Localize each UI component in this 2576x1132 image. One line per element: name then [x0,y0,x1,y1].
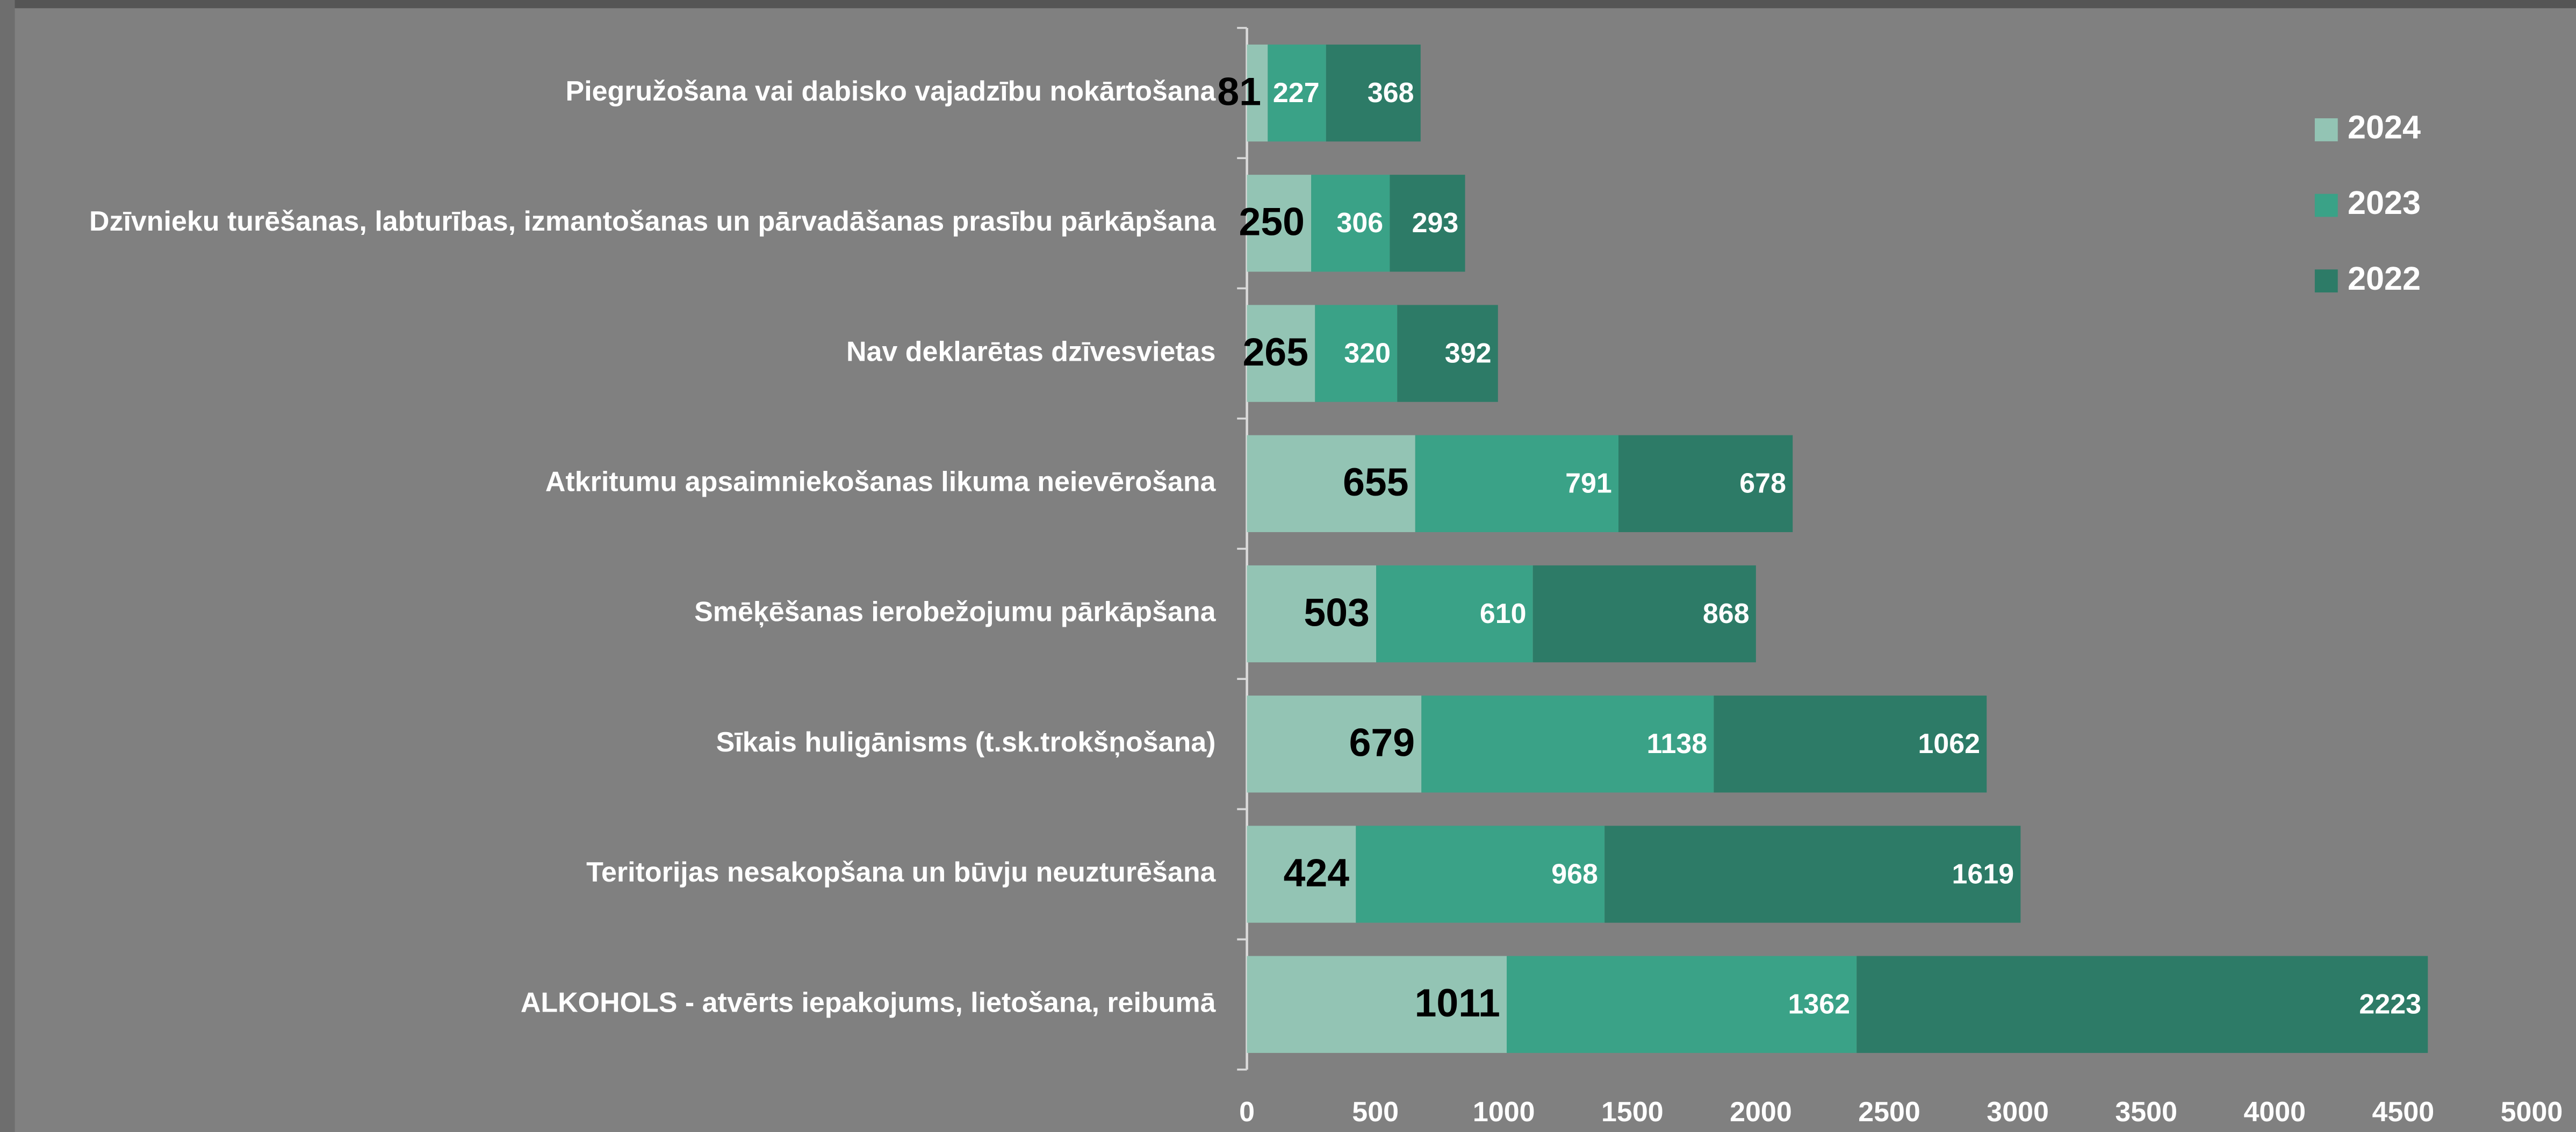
data-label: 1011 [1415,981,1500,1025]
data-label: 610 [1480,598,1527,629]
data-label: 968 [1551,858,1598,890]
data-label: 227 [1273,77,1320,109]
legend-swatch [2314,269,2338,293]
bar-segment [1326,44,1421,142]
data-label: 655 [1343,460,1408,504]
bar-segment [1315,305,1398,402]
bar-segment [1421,696,1714,793]
bar-segment [1604,826,2021,923]
data-label: 1062 [1918,728,1980,760]
left-border [0,0,15,1132]
data-label: 424 [1284,851,1350,895]
data-label: 503 [1304,590,1369,634]
legend-swatch [2314,118,2338,141]
bar-segment [1390,175,1465,272]
legend-swatch [2314,194,2338,217]
data-label: 1138 [1646,728,1707,760]
bar-segment [1247,44,1268,142]
x-tick-label: 5000 [2501,1097,2563,1128]
x-tick-label: 3000 [1987,1097,2049,1128]
data-label: 679 [1349,721,1415,765]
category-label: Atkritumu apsaimniekošanas likuma neievē… [545,467,1217,498]
x-tick-label: 4000 [2243,1097,2306,1128]
data-label: 678 [1739,468,1786,499]
x-tick-label: 0 [1239,1097,1255,1128]
category-label: Nav deklarētas dzīvesvietas [846,336,1215,367]
data-label: 1362 [1788,989,1850,1020]
bar-segment [1247,696,1422,793]
x-tick-label: 1500 [1601,1097,1664,1128]
top-border [0,0,2576,9]
category-label: ALKOHOLS - atvērts iepakojums, lietošana… [521,987,1217,1018]
bar-segment [1247,175,1312,272]
x-tick-label: 500 [1352,1097,1399,1128]
legend-label: 2022 [2348,260,2421,297]
bar-segment [1618,435,1793,532]
bar-segment [1247,826,1356,923]
bar-segment [1247,565,1377,663]
data-label: 392 [1445,338,1492,369]
data-label: 293 [1412,207,1459,239]
bar-segment [1311,175,1390,272]
data-label: 250 [1239,200,1304,244]
data-label: 81 [1217,70,1261,114]
x-tick-label: 4500 [2372,1097,2435,1128]
x-tick-label: 1000 [1473,1097,1535,1128]
category-label: Sīkais huligānisms (t.sk.trokšņošana) [716,727,1216,758]
bar-segment [1376,565,1533,663]
bar-segment [1857,956,2428,1053]
legend-label: 2024 [2348,109,2421,146]
bar-segment [1356,826,1605,923]
data-label: 320 [1344,338,1391,369]
bar-segment [1532,565,1756,663]
data-label: 791 [1565,468,1612,499]
bar-segment [1247,435,1415,532]
x-tick-label: 2000 [1730,1097,1792,1128]
data-label: 306 [1337,207,1384,239]
category-label: Dzīvnieku turēšanas, labturības, izmanto… [89,206,1217,237]
data-label: 1619 [1952,858,2014,890]
bar-segment [1397,305,1498,402]
data-label: 265 [1243,330,1308,374]
bar-segment [1415,435,1619,532]
bar-segment [1507,956,1857,1053]
x-tick-label: 2500 [1858,1097,1920,1128]
bar-segment [1247,305,1315,402]
category-label: Piegružošana vai dabisko vajadzību nokār… [566,76,1217,107]
data-label: 2223 [2359,989,2421,1020]
data-label: 868 [1703,598,1750,629]
bar-segment [1247,956,1507,1053]
x-tick-label: 3500 [2115,1097,2177,1128]
category-label: Smēķēšanas ierobežojumu pārkāpšana [694,597,1216,628]
data-label: 368 [1368,77,1414,109]
category-label: Teritorijas nesakopšana un būvju neuztur… [586,857,1216,888]
bar-segment [1714,696,1987,793]
legend-label: 2023 [2348,184,2421,221]
bar-segment [1268,44,1326,142]
